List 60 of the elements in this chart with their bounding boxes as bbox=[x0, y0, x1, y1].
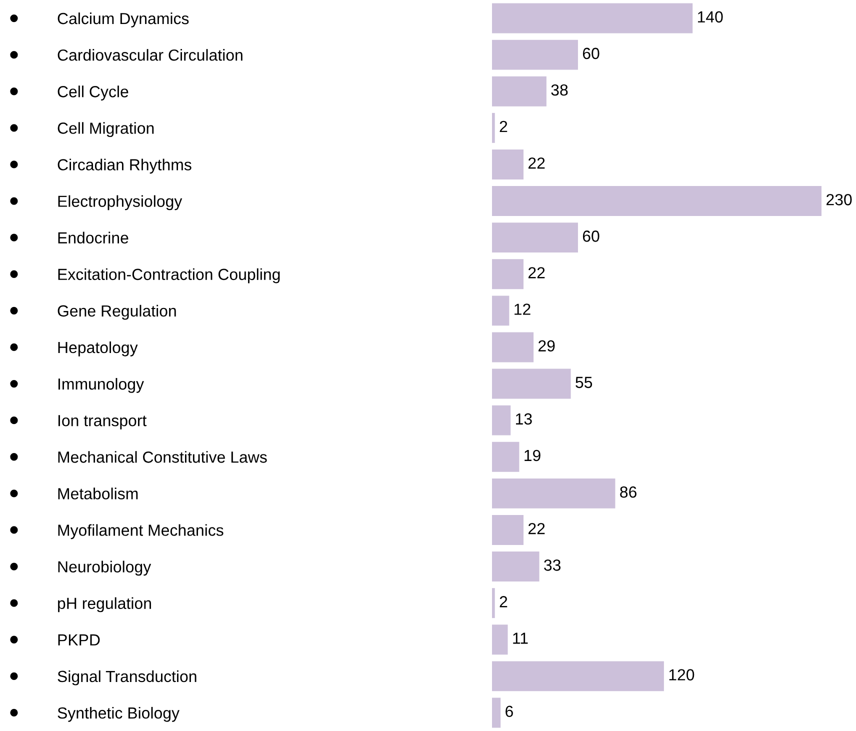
data-label: 12 bbox=[514, 304, 530, 315]
data-label: 6 bbox=[506, 706, 513, 718]
y-tick-label: Cell Migration bbox=[58, 122, 154, 138]
data-label: 230 bbox=[826, 194, 852, 206]
bar bbox=[492, 368, 571, 399]
data-label: 60 bbox=[582, 48, 600, 60]
y-tick-label: Hepatology bbox=[58, 341, 138, 356]
bar bbox=[492, 332, 534, 362]
data-label: 2 bbox=[500, 120, 508, 132]
bar bbox=[492, 186, 822, 216]
y-tick-label: Circadian Rhythms bbox=[58, 158, 192, 174]
bar bbox=[492, 624, 508, 655]
data-label: 22 bbox=[528, 267, 545, 278]
bar bbox=[492, 661, 664, 692]
data-label: 11 bbox=[513, 632, 528, 644]
data-label: 13 bbox=[516, 413, 532, 425]
data-label: 55 bbox=[576, 376, 592, 388]
bar bbox=[492, 405, 511, 436]
bar bbox=[492, 222, 578, 253]
data-label: 120 bbox=[669, 669, 694, 680]
bar bbox=[492, 259, 524, 290]
bar bbox=[492, 112, 495, 143]
data-label: 29 bbox=[538, 340, 555, 352]
y-tick-label: Ion transport bbox=[58, 415, 147, 430]
y-tick-label: Neurobiology bbox=[58, 560, 152, 576]
bar bbox=[492, 442, 520, 472]
bar bbox=[492, 296, 510, 326]
y-tick-label: Calcium Dynamics bbox=[58, 12, 189, 28]
y-tick-label: PKPD bbox=[58, 634, 100, 646]
bar bbox=[492, 698, 501, 728]
data-label: 19 bbox=[524, 450, 540, 462]
y-tick-label: Electrophysiology bbox=[58, 195, 182, 210]
y-tick-label: Cardiovascular Circulation bbox=[58, 49, 242, 61]
data-label: 2 bbox=[500, 596, 508, 608]
y-tick-label: Gene Regulation bbox=[58, 304, 176, 320]
data-label: 60 bbox=[582, 230, 600, 242]
y-tick-label: Metabolism bbox=[58, 488, 138, 500]
y-tick-label: Excitation-Contraction Coupling bbox=[58, 268, 280, 284]
bar bbox=[492, 40, 578, 70]
bar bbox=[492, 588, 495, 618]
data-label: 86 bbox=[620, 486, 636, 498]
bar bbox=[492, 478, 616, 508]
data-label: 22 bbox=[528, 522, 545, 534]
bar bbox=[492, 149, 524, 180]
bar bbox=[492, 3, 693, 34]
y-tick-label: pH regulation bbox=[58, 597, 151, 612]
y-tick-label: Endocrine bbox=[58, 232, 128, 244]
data-label: 22 bbox=[528, 157, 545, 169]
data-label: 33 bbox=[544, 560, 561, 571]
y-tick-label: Signal Transduction bbox=[58, 670, 196, 686]
bar bbox=[492, 514, 524, 545]
data-label: 38 bbox=[551, 84, 568, 96]
y-tick-label: Mechanical Constitutive Laws bbox=[58, 451, 267, 463]
y-tick-label: Immunology bbox=[58, 378, 144, 393]
y-tick-label: Synthetic Biology bbox=[58, 706, 180, 722]
y-tick-label: Cell Cycle bbox=[58, 86, 128, 100]
data-label: 140 bbox=[698, 11, 723, 23]
bar bbox=[492, 552, 540, 582]
y-tick-label: Myofilament Mechanics bbox=[58, 524, 224, 540]
bar bbox=[492, 76, 546, 106]
